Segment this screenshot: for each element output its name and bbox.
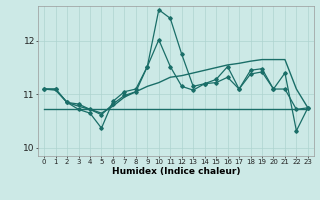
X-axis label: Humidex (Indice chaleur): Humidex (Indice chaleur): [112, 167, 240, 176]
